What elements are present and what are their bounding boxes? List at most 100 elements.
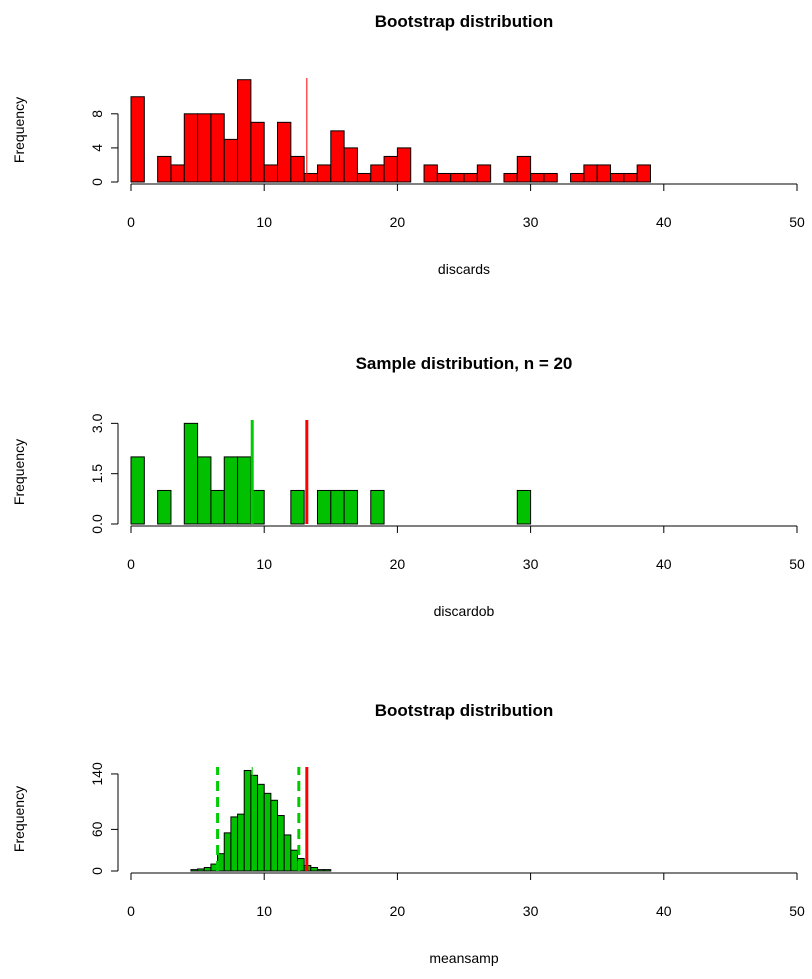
bar (290, 489, 305, 525)
bar (230, 816, 239, 872)
y-tick-label: 0 (89, 178, 105, 186)
bar (356, 172, 372, 183)
y-axis-label: Frequency (11, 97, 27, 163)
bar (243, 769, 252, 872)
x-axis-label: meansamp (429, 950, 498, 966)
bar (543, 172, 558, 183)
x-tick-label: 0 (127, 903, 135, 919)
bar (610, 172, 625, 183)
bar (237, 79, 252, 183)
bar (290, 849, 298, 872)
bar (270, 799, 279, 872)
chart-title: Bootstrap distribution (375, 701, 553, 720)
x-tick-label: 30 (523, 214, 539, 230)
y-tick-label: 60 (89, 821, 105, 837)
bar (583, 164, 598, 183)
y-tick-label: 0.0 (89, 514, 105, 534)
bar (370, 489, 385, 525)
bar (197, 113, 212, 183)
bar (463, 172, 478, 183)
bar (450, 172, 465, 183)
bar (623, 172, 638, 183)
x-tick-label: 0 (127, 556, 135, 572)
y-axis-label: Frequency (11, 786, 27, 852)
bar (330, 489, 345, 525)
bar (277, 815, 285, 872)
chart-title: Bootstrap distribution (375, 12, 553, 31)
bar (223, 138, 239, 183)
bar (237, 456, 252, 525)
y-tick-label: 3.0 (89, 413, 105, 433)
bar (530, 172, 545, 183)
y-tick-label: 4 (89, 144, 105, 152)
bar (277, 121, 292, 183)
bar (516, 489, 532, 525)
bar (210, 113, 225, 183)
bar (203, 867, 212, 872)
bar (436, 172, 452, 183)
bar (237, 813, 245, 872)
bar (290, 155, 305, 183)
bar (263, 792, 272, 872)
bar (570, 172, 585, 183)
bar (263, 164, 279, 183)
bar (516, 155, 532, 183)
bar (197, 456, 212, 525)
bar (157, 155, 172, 183)
bar (250, 121, 265, 183)
bar (257, 783, 265, 872)
x-tick-label: 20 (390, 214, 406, 230)
chart-title: Sample distribution, n = 20 (356, 354, 573, 373)
bar (596, 164, 612, 183)
bar (283, 834, 292, 872)
x-tick-label: 40 (656, 903, 672, 919)
bar (197, 868, 205, 872)
x-tick-label: 10 (256, 214, 272, 230)
bar (303, 172, 318, 183)
bar (383, 155, 398, 183)
bar (316, 164, 332, 183)
bar (476, 164, 492, 183)
bar (636, 164, 651, 183)
bar (396, 147, 412, 183)
x-tick-label: 50 (789, 903, 805, 919)
bar (170, 164, 185, 183)
bar (130, 96, 145, 183)
y-axis-label: Frequency (11, 439, 27, 505)
bar (423, 164, 438, 183)
bar (316, 869, 325, 872)
x-axis-label: discardob (434, 603, 495, 619)
y-tick-label: 8 (89, 110, 105, 118)
bar (330, 130, 345, 183)
bar (223, 456, 239, 525)
x-tick-label: 40 (656, 556, 672, 572)
x-tick-label: 50 (789, 556, 805, 572)
x-tick-label: 20 (390, 556, 406, 572)
x-tick-label: 0 (127, 214, 135, 230)
y-tick-label: 1.5 (89, 464, 105, 484)
bar (183, 113, 199, 183)
bar (210, 489, 225, 525)
bar (130, 456, 145, 525)
x-tick-label: 30 (523, 903, 539, 919)
bar (343, 147, 358, 183)
x-tick-label: 10 (256, 556, 272, 572)
bar (343, 489, 358, 525)
bar (503, 172, 518, 183)
bar (310, 867, 318, 872)
x-axis-label: discards (438, 261, 490, 277)
y-tick-label: 140 (89, 762, 105, 786)
x-tick-label: 50 (789, 214, 805, 230)
bar (183, 422, 199, 525)
bar (316, 489, 332, 525)
y-tick-label: 0 (89, 867, 105, 875)
bar (223, 832, 232, 872)
bar (323, 869, 332, 872)
x-tick-label: 20 (390, 903, 406, 919)
x-tick-label: 30 (523, 556, 539, 572)
bar (190, 869, 199, 872)
bar (157, 489, 172, 525)
x-tick-label: 10 (256, 903, 272, 919)
bar (370, 164, 385, 183)
